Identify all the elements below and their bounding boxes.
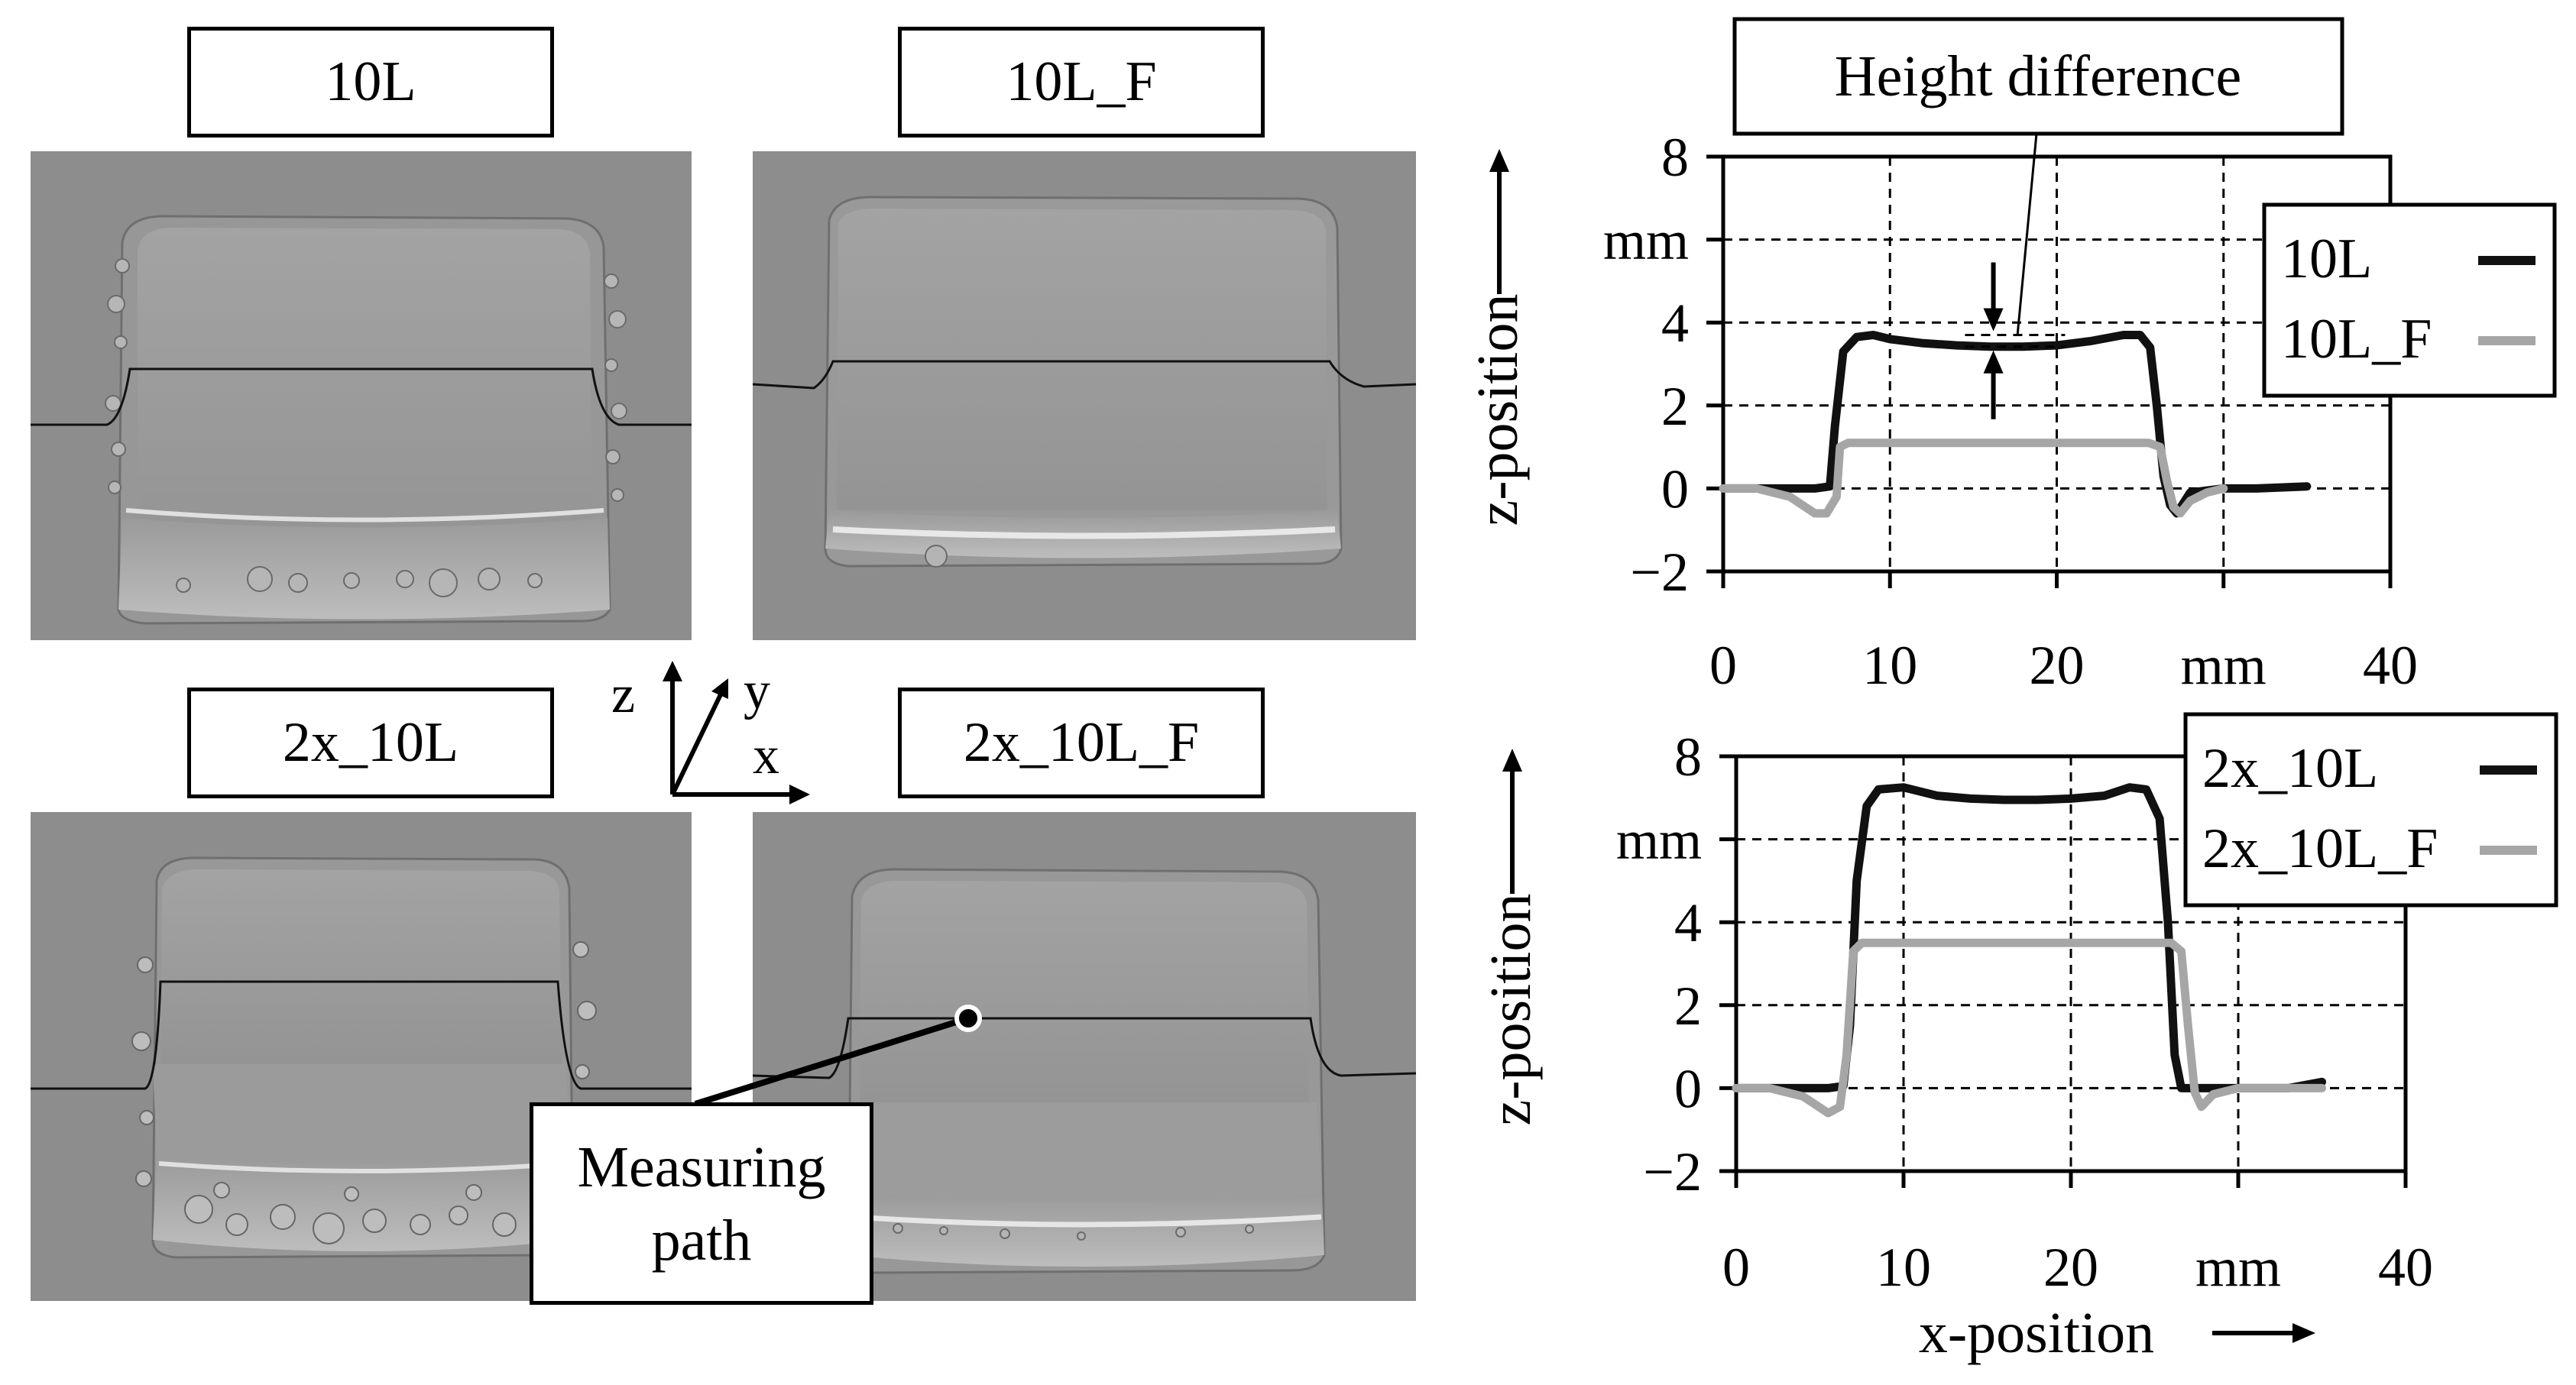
- y-tick-label: 2: [1661, 376, 1689, 437]
- y-tick-label: −2: [1630, 542, 1689, 603]
- axis-y-label: y: [744, 662, 770, 720]
- x-unit-label: mm: [2181, 635, 2267, 696]
- y-tick-label: 8: [1674, 726, 1702, 788]
- annotation-leader: [2016, 133, 2038, 337]
- scan-image-10L_F: [753, 151, 1416, 640]
- panel-label-2x_10L_F: 2x_10L_F: [898, 688, 1265, 798]
- y-tick-label: 2: [1674, 976, 1702, 1037]
- x-tick-label: 40: [2378, 1237, 2433, 1298]
- x-axis-arrow-head: [2292, 1323, 2315, 1343]
- axis-x-label: x: [753, 726, 779, 785]
- panel-label-2x_10L: 2x_10L: [187, 688, 554, 798]
- legend-label-2x_10L_F: 2x_10L_F: [2202, 817, 2438, 880]
- annotation-arrow-up-head: [1983, 350, 2004, 374]
- y-tick-label: 8: [1661, 127, 1689, 188]
- panel-label-10L: 10L: [187, 27, 554, 138]
- x-tick-label: 10: [1862, 635, 1917, 696]
- y-axis-arrow-head: [1489, 149, 1509, 172]
- x-tick-label: 0: [1709, 635, 1737, 696]
- y-unit-label: mm: [1603, 210, 1689, 271]
- measuring-path-annotation: Measuring path: [530, 1102, 873, 1305]
- scan-image-10L: [31, 151, 692, 640]
- y-axis-label: z-position: [1479, 894, 1543, 1126]
- y-tick-label: −2: [1643, 1141, 1702, 1202]
- annotation-height-difference: Height difference: [1835, 44, 2241, 108]
- x-tick-label: 20: [2030, 635, 2085, 696]
- x-tick-label: 10: [1876, 1237, 1931, 1298]
- coordinate-axes-indicator: z y x: [608, 657, 821, 810]
- annotation-line-2: path: [651, 1208, 752, 1273]
- y-tick-label: 4: [1674, 892, 1702, 953]
- legend-box: [2262, 202, 2557, 398]
- annotation-arrow-down-head: [1983, 308, 2004, 332]
- y-tick-label: 0: [1674, 1058, 1702, 1119]
- panel-label-10L_F: 10L_F: [898, 27, 1265, 138]
- y-tick-label: 0: [1661, 458, 1689, 519]
- x-tick-label: 0: [1722, 1237, 1750, 1298]
- annotation-box: [1732, 17, 2344, 136]
- legend-label-10L: 10L: [2281, 228, 2372, 290]
- y-axis-label: z-position: [1466, 294, 1530, 526]
- y-tick-label: 4: [1661, 293, 1689, 354]
- legend-box: [2183, 712, 2558, 908]
- legend-label-10L_F: 10L_F: [2281, 308, 2432, 371]
- x-tick-label: 20: [2043, 1237, 2098, 1298]
- series-line-2x_10L_F: [1732, 938, 2326, 1118]
- series-line-10L_F: [1719, 438, 2228, 518]
- x-axis-label: x-position: [1919, 1301, 2154, 1365]
- axis-z-label: z: [611, 665, 636, 724]
- annotation-line-1: Measuring: [577, 1134, 826, 1199]
- y-unit-label: mm: [1616, 810, 1702, 871]
- y-axis-arrow-head: [1502, 749, 1522, 772]
- x-tick-label: 40: [2363, 635, 2418, 696]
- legend-label-2x_10L: 2x_10L: [2202, 737, 2378, 800]
- x-unit-label: mm: [2195, 1237, 2281, 1298]
